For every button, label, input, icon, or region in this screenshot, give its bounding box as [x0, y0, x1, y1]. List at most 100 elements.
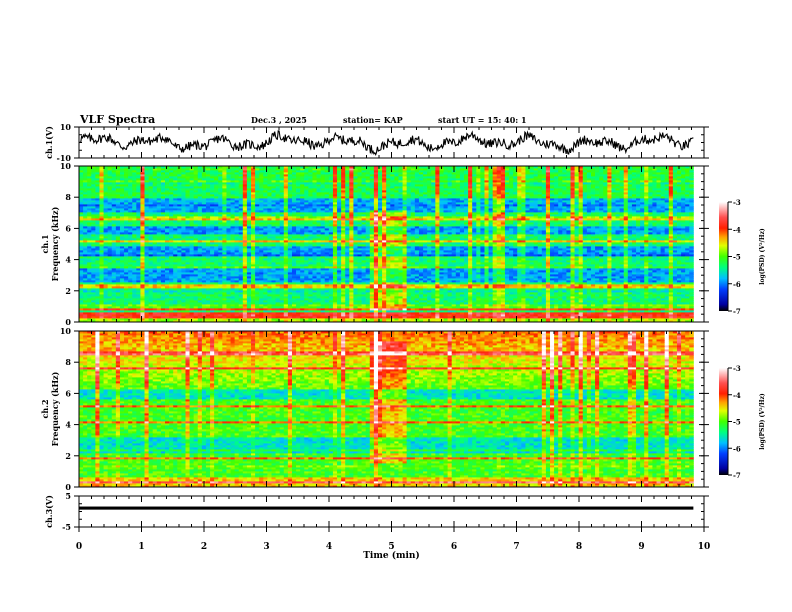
ch1-spec-cell	[148, 174, 154, 177]
ch1-spec-cell	[107, 274, 113, 277]
ch1-spec-cell	[124, 186, 129, 189]
ch1-spec-cell	[103, 276, 109, 279]
ch1-spec-cell	[83, 288, 88, 291]
ch1-spec-cell	[177, 188, 182, 191]
ch1-spec-cell	[132, 216, 137, 219]
ch1-spec-cell	[152, 218, 158, 221]
ch1-spec-cell	[173, 218, 178, 221]
ch1-spec-cell	[95, 284, 100, 287]
ch1-spec-cell	[165, 174, 170, 177]
ch1-spec-cell	[124, 216, 129, 219]
ch1-spec-cell	[152, 196, 158, 199]
ch1-spec-cell	[177, 292, 182, 295]
ch1-spec-cell	[83, 188, 88, 191]
ch1-spec-cell	[128, 222, 133, 225]
ch1-spec-cell	[111, 242, 117, 245]
ch1-spec-cell	[173, 182, 178, 185]
ch1-spec-cell	[124, 248, 129, 251]
ch1-spec-cell	[136, 280, 141, 283]
ch1-spec-cell	[107, 248, 113, 251]
ch1-spec-cell	[111, 300, 117, 303]
ch1-spec-cell	[79, 304, 84, 307]
ch1-spec-cell	[132, 272, 137, 275]
ch1-spec-cell	[79, 312, 84, 315]
ch1-spec-cell	[173, 188, 178, 191]
ch1-spec-cell	[185, 190, 190, 193]
ch1-spec-cell	[87, 170, 92, 173]
ch1-spec-cell	[95, 240, 100, 243]
ch1-spec-cell	[115, 312, 121, 315]
ch1-spec-cell	[111, 224, 117, 227]
ch1-spec-cell	[185, 278, 190, 281]
ch1-spec-cell	[156, 260, 162, 263]
ch1-spec-cell	[124, 230, 129, 233]
ch1-spec-cell	[107, 230, 113, 233]
ch1-spec-cell	[144, 272, 150, 275]
ch1-spec-cell	[152, 222, 158, 225]
ch1-spec-cell	[103, 270, 109, 273]
ch1-spec-cell	[111, 178, 117, 181]
ch1-spec-cell	[132, 280, 137, 283]
ch1-spec-cell	[115, 242, 121, 245]
ch1-spec-cell	[111, 292, 117, 295]
ch1-spec-cell	[124, 214, 129, 217]
ch1-spec-cell	[144, 216, 150, 219]
ch1-spec-cell	[128, 286, 133, 289]
ch1-spec-cell	[111, 166, 117, 169]
ch1-spec-cell	[173, 176, 178, 179]
ch1-spec-cell	[185, 242, 190, 245]
ch1-spec-cell	[132, 318, 137, 321]
ch1-spec-cell	[136, 306, 141, 309]
ch1-spec-cell	[107, 292, 113, 295]
ch1-spec-cell	[160, 246, 166, 249]
ch1-spec-cell	[173, 304, 178, 307]
ch1-spec-cell	[83, 182, 88, 185]
ch1-spec-cell	[115, 320, 121, 323]
ch1-spec-cell	[91, 236, 96, 239]
ch1-spec-cell	[173, 288, 178, 291]
ch1-spec-cell	[185, 216, 190, 219]
ch1-spec-cell	[148, 306, 154, 309]
ch1-spec-cell	[177, 212, 182, 215]
ch1-spec-cell	[95, 316, 100, 319]
ch1-spec-cell	[111, 290, 117, 293]
ch1-spec-cell	[152, 292, 158, 295]
ch1-spec-cell	[185, 306, 190, 309]
ch1-spec-cell	[99, 248, 104, 251]
ch1-spec-cell	[119, 282, 125, 285]
ch1-spec-cell	[160, 208, 166, 211]
ch1-spec-cell	[83, 258, 88, 261]
ch1-spec-cell	[132, 246, 137, 249]
ch1-spec-cell	[95, 250, 100, 253]
ch1-spec-cell	[156, 276, 162, 279]
ch1-spec-cell	[103, 182, 109, 185]
ch1-spec-cell	[152, 240, 158, 243]
ch1-spec-cell	[128, 312, 133, 315]
ch1-spec-cell	[103, 272, 109, 275]
ch1-spec-cell	[165, 184, 170, 187]
ch1-spec-cell	[148, 290, 154, 293]
ch1-spec-cell	[165, 270, 170, 273]
ch1-spec-cell	[136, 170, 141, 173]
ch1-spec-cell	[115, 220, 121, 223]
ch1-spec-cell	[144, 218, 150, 221]
ch1-spec-cell	[181, 248, 186, 251]
ch1-spec-cell	[83, 216, 88, 219]
ch1-spec-cell	[156, 180, 162, 183]
ch1-spec-cell	[87, 190, 92, 193]
ch1-spec-cell	[124, 212, 129, 215]
ch1-spec-cell	[185, 296, 190, 299]
ch1-spec-cell	[140, 284, 145, 287]
ch1-spec-cell	[144, 208, 150, 211]
ch1-spec-cell	[177, 282, 182, 285]
ch1-spec-cell	[111, 302, 117, 305]
ch1-spec-cell	[119, 218, 125, 221]
ch1-spec-cell	[181, 270, 186, 273]
ch1-spec-cell	[132, 186, 137, 189]
ch1-spec-cell	[152, 264, 158, 267]
ch1-spec-cell	[119, 234, 125, 237]
ch1-spec-cell	[185, 316, 190, 319]
ch1-spec-cell	[111, 288, 117, 291]
ch1-spec-cell	[132, 182, 137, 185]
ch1-spec-cell	[156, 186, 162, 189]
